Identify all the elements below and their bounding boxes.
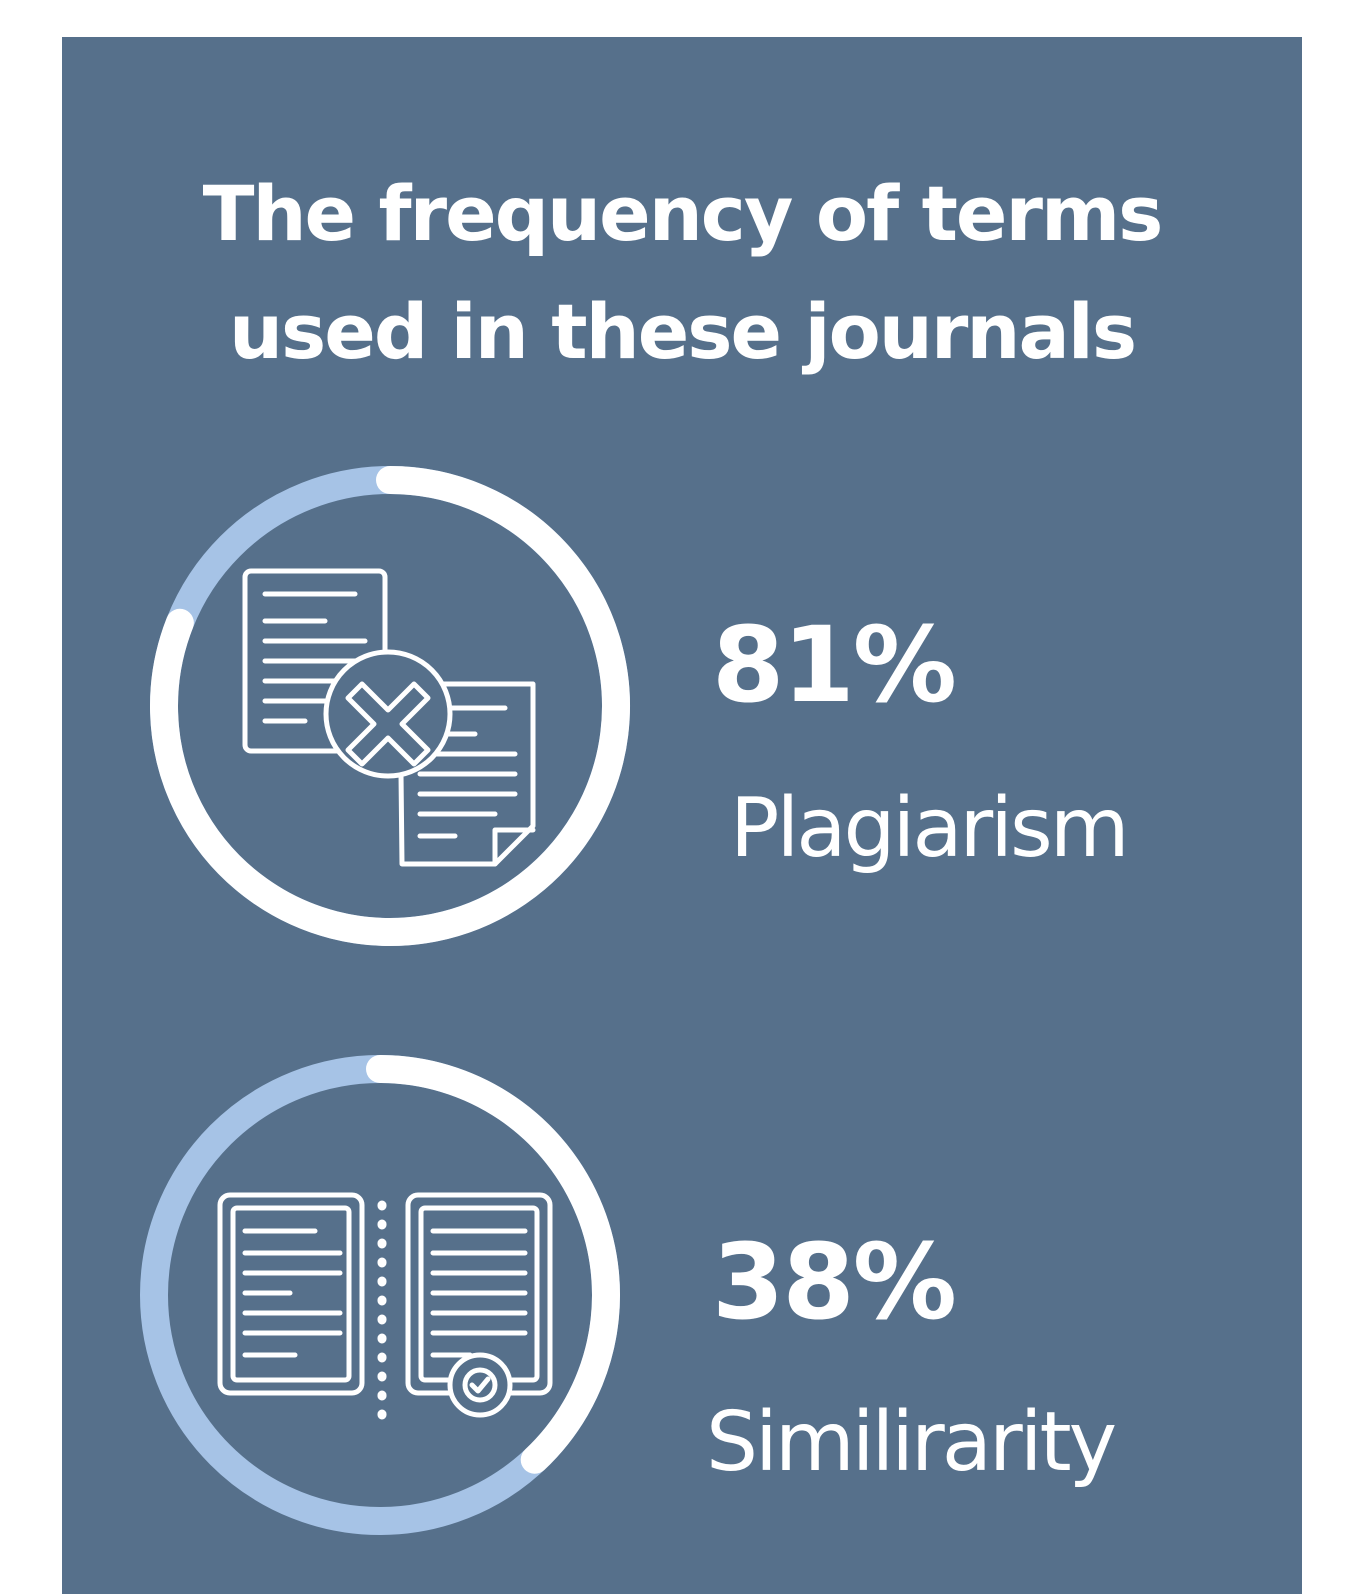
progress-ring-plagiarism bbox=[150, 466, 630, 946]
document-reject-icon bbox=[242, 568, 536, 867]
value-similarity: 38% bbox=[712, 1221, 957, 1343]
infographic-panel: The frequency of terms used in these jou… bbox=[62, 37, 1302, 1594]
chart-title: The frequency of terms used in these jou… bbox=[62, 155, 1302, 391]
title-line-1: The frequency of terms bbox=[202, 169, 1164, 258]
progress-ring-similarity bbox=[140, 1055, 621, 1535]
title-line-2: used in these journals bbox=[228, 287, 1137, 376]
label-plagiarism: Plagiarism bbox=[730, 781, 1130, 876]
value-plagiarism: 81% bbox=[712, 604, 957, 726]
document-compare-icon bbox=[217, 1192, 553, 1430]
ring-value-arc bbox=[150, 466, 630, 946]
label-similarity: Similirarity bbox=[706, 1395, 1117, 1490]
ring-value-arc bbox=[366, 1055, 621, 1474]
